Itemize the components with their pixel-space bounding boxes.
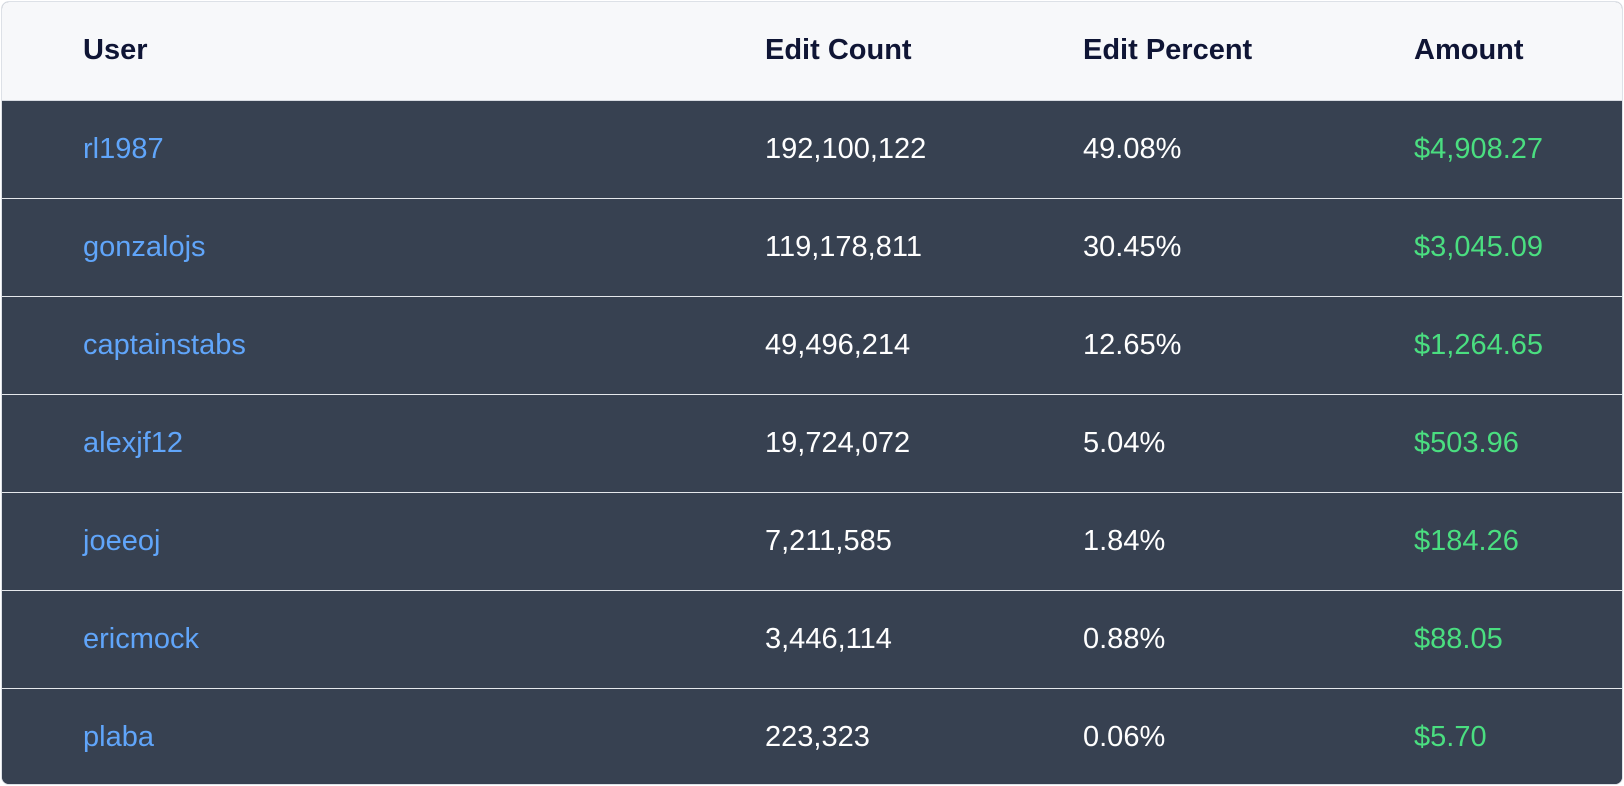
column-header-edit-count: Edit Count (765, 2, 1083, 101)
table-row: captainstabs 49,496,214 12.65% $1,264.65 (2, 295, 1622, 394)
table-row: joeeoj 7,211,585 1.84% $184.26 (2, 491, 1622, 590)
user-cell: ericmock (2, 589, 765, 688)
column-header-user: User (2, 2, 765, 101)
user-link[interactable]: joeeoj (83, 524, 161, 557)
edit-percent-cell: 49.08% (1083, 132, 1182, 165)
table-row: alexjf12 19,724,072 5.04% $503.96 (2, 393, 1622, 492)
user-cell: alexjf12 (2, 393, 765, 492)
edit-count-cell: 192,100,122 (765, 132, 927, 165)
edit-count-cell: 119,178,811 (765, 197, 1083, 296)
user-link[interactable]: plaba (83, 720, 154, 753)
edit-count-cell: 49,496,214 (765, 295, 1083, 394)
user-link[interactable]: alexjf12 (83, 426, 183, 459)
table-header: User Edit Count Edit Percent Amount (2, 2, 1622, 101)
edit-count-cell: 19,724,072 (765, 393, 1083, 492)
user-link[interactable]: gonzalojs (83, 230, 206, 263)
amount-cell: $1,264.65 (1414, 295, 1622, 394)
table-body: rl1987 192,100,122 49.08% $4,908.27 gonz… (2, 100, 1622, 784)
amount-cell: $88.05 (1414, 589, 1622, 688)
user-cell: plaba (2, 687, 765, 784)
user-link[interactable]: rl1987 (83, 132, 164, 165)
amount-cell: $4,908.27 (1414, 132, 1544, 165)
table-row: ericmock 3,446,114 0.88% $88.05 (2, 589, 1622, 688)
column-header-amount: Amount (1414, 2, 1622, 101)
user-link[interactable]: captainstabs (83, 328, 246, 361)
table-row: plaba 223,323 0.06% $5.70 (2, 687, 1622, 784)
user-cell: rl1987 (2, 100, 765, 198)
edit-percent-cell: 0.88% (1083, 589, 1414, 688)
user-link[interactable]: ericmock (83, 622, 200, 655)
column-header-edit-percent: Edit Percent (1083, 2, 1414, 101)
edit-count-cell: 3,446,114 (765, 589, 1083, 688)
header-row: User Edit Count Edit Percent Amount (2, 2, 1622, 101)
user-cell: captainstabs (2, 295, 765, 394)
edit-percent-cell: 12.65% (1083, 295, 1414, 394)
table-row: gonzalojs 119,178,811 30.45% $3,045.09 (2, 197, 1622, 296)
table-row: rl1987 192,100,122 49.08% $4,908.27 (2, 100, 1622, 198)
edit-count-cell: 7,211,585 (765, 491, 1083, 590)
amount-cell: $3,045.09 (1414, 197, 1622, 296)
user-cell: joeeoj (2, 491, 765, 590)
amount-cell: $184.26 (1414, 491, 1622, 590)
edit-percent-cell: 1.84% (1083, 491, 1414, 590)
edit-percent-cell: 30.45% (1083, 197, 1414, 296)
edit-count-cell: 223,323 (765, 687, 1083, 784)
edit-percent-cell: 5.04% (1083, 393, 1414, 492)
amount-cell: $5.70 (1414, 687, 1622, 784)
edit-percent-cell: 0.06% (1083, 687, 1414, 784)
amount-cell: $503.96 (1414, 393, 1622, 492)
user-cell: gonzalojs (2, 197, 765, 296)
